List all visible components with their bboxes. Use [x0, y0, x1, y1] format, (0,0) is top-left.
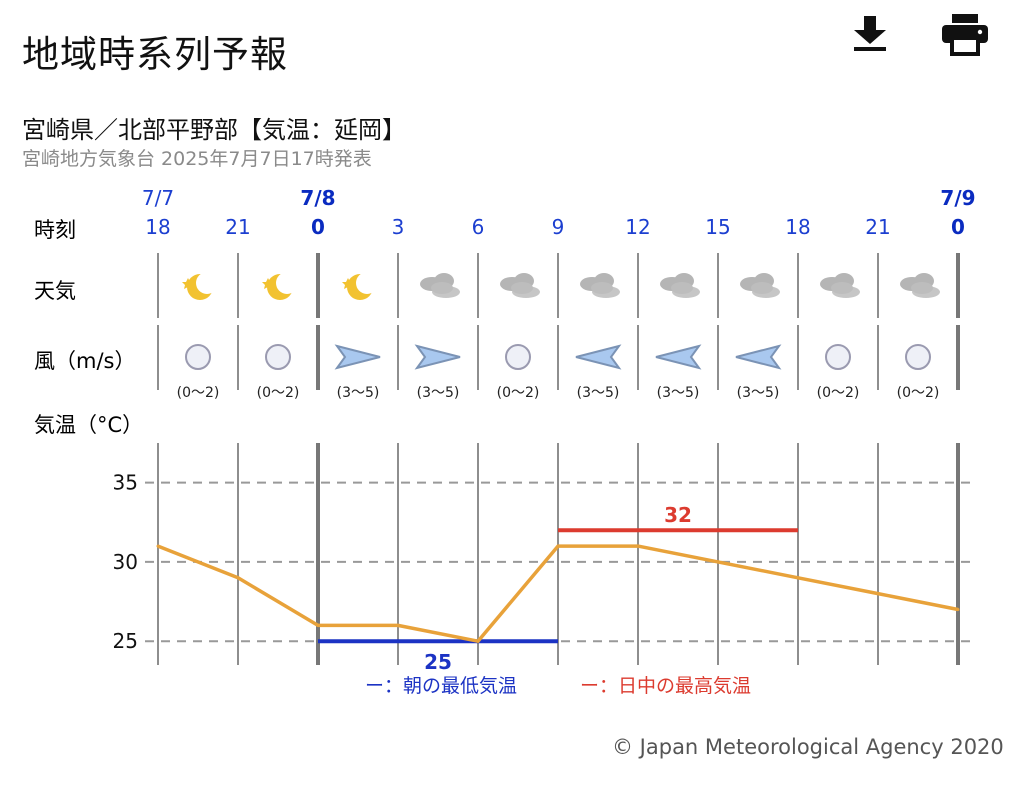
wind-range-label: (3〜5) — [737, 385, 780, 401]
cloud-shape — [431, 282, 453, 294]
wind-icons: (0〜2) (0〜2) (3〜5) (3〜5) (0〜2) (3〜5) (3〜5) (3〜5)… — [177, 344, 940, 401]
time-row-label: 時刻 — [34, 218, 76, 242]
west-wind-arrow-icon — [575, 344, 622, 370]
west-wind-arrow-icon — [735, 344, 782, 370]
issued-by: 宮崎地方気象台 2025年7月7日17時発表 — [22, 148, 372, 170]
temperature-point — [556, 544, 560, 548]
date-label: 7/8 — [300, 186, 335, 210]
time-label: 3 — [392, 215, 405, 239]
y-tick-label: 35 — [113, 471, 138, 495]
temperature-row-label: 気温（°C） — [34, 413, 143, 437]
y-tick-label: 25 — [113, 629, 138, 653]
moon-cutout — [276, 272, 298, 294]
wind-range-label: (0〜2) — [497, 385, 540, 401]
temperature-point — [716, 560, 720, 564]
time-labels: 18 21 0 3 6 9 12 15 18 21 0 — [145, 215, 965, 239]
east-wind-arrow-icon — [334, 344, 381, 370]
print-icon — [942, 14, 988, 56]
wind-range-label: (0〜2) — [177, 385, 220, 401]
temperature-point — [956, 608, 960, 611]
time-label: 9 — [552, 215, 565, 239]
moon-icon — [262, 272, 298, 300]
y-tick-labels: 25 30 35 — [113, 471, 138, 654]
star-shape — [182, 278, 194, 289]
temperature-point — [796, 576, 800, 580]
time-label: 18 — [145, 215, 170, 239]
star-shape — [342, 278, 354, 289]
temperature-line — [156, 544, 960, 643]
moon-icon — [342, 272, 378, 300]
west-wind-arrow-icon — [655, 344, 702, 370]
temperature-point — [156, 544, 160, 548]
moon-cutout — [356, 272, 378, 294]
date-label: 7/9 — [940, 186, 975, 210]
min-max-markers: 25 32 — [318, 503, 798, 674]
calm-wind-icon — [185, 344, 211, 370]
date-label: 7/7 — [142, 186, 174, 210]
wind-range-label: (0〜2) — [817, 385, 860, 401]
moon-icon — [182, 272, 218, 300]
date-labels: 7/7 7/8 7/9 — [142, 186, 976, 210]
wind-range-label: (0〜2) — [257, 385, 300, 401]
download-icon — [854, 16, 886, 51]
cloud-shape — [911, 282, 933, 294]
temperature-point — [236, 576, 240, 580]
row-labels: 時刻 天気 風（m/s） 気温（°C） — [34, 218, 143, 437]
calm-wind-icon — [505, 344, 531, 370]
weather-icons — [182, 272, 940, 300]
legend: ー：朝の最低気温 ー：日中の最高気温 — [365, 675, 751, 697]
download-button[interactable] — [848, 12, 892, 56]
time-label: 21 — [225, 215, 250, 239]
calm-wind-icon — [825, 344, 851, 370]
temperature-point — [316, 623, 320, 627]
calm-wind-icon — [265, 344, 291, 370]
copyright-notice: © Japan Meteorological Agency 2020 — [612, 735, 1004, 759]
time-label: 18 — [785, 215, 810, 239]
temperature-point — [876, 592, 880, 596]
cloud-icon — [500, 273, 540, 298]
min-temp-label: 25 — [424, 650, 452, 674]
time-label: 0 — [311, 215, 325, 239]
cloud-icon — [420, 273, 460, 298]
time-label: 12 — [625, 215, 650, 239]
time-label: 15 — [705, 215, 730, 239]
cloud-icon — [660, 273, 700, 298]
cloud-icon — [820, 273, 860, 298]
page-title: 地域時系列予報 — [22, 33, 288, 76]
cloud-icon — [740, 273, 780, 298]
cloud-shape — [831, 282, 853, 294]
wind-range-label: (3〜5) — [577, 385, 620, 401]
legend-max-temp: ー：日中の最高気温 — [580, 675, 751, 697]
wind-range-label: (3〜5) — [417, 385, 460, 401]
wind-range-label: (3〜5) — [657, 385, 700, 401]
wind-range-label: (0〜2) — [897, 385, 940, 401]
cloud-shape — [591, 282, 613, 294]
print-button[interactable] — [940, 12, 990, 56]
moon-cutout — [196, 272, 218, 294]
temperature-point — [636, 544, 640, 548]
max-temp-label: 32 — [664, 503, 692, 527]
wind-row-label: 風（m/s） — [34, 349, 135, 373]
star-shape — [262, 278, 274, 289]
grid-lines — [145, 253, 972, 665]
temperature-point — [396, 623, 400, 627]
cloud-shape — [511, 282, 533, 294]
calm-wind-icon — [905, 344, 931, 370]
weather-row-label: 天気 — [34, 279, 76, 303]
cloud-shape — [751, 282, 773, 294]
y-tick-label: 30 — [113, 550, 138, 574]
cloud-icon — [900, 273, 940, 298]
forecast-heading: 宮崎県／北部平野部【気温：延岡】 — [22, 116, 406, 144]
time-label: 0 — [951, 215, 965, 239]
time-label: 21 — [865, 215, 890, 239]
temperature-point — [476, 639, 480, 643]
cloud-shape — [671, 282, 693, 294]
east-wind-arrow-icon — [414, 344, 461, 370]
cloud-icon — [580, 273, 620, 298]
wind-range-label: (3〜5) — [337, 385, 380, 401]
legend-min-temp: ー：朝の最低気温 — [365, 675, 517, 697]
time-label: 6 — [472, 215, 485, 239]
